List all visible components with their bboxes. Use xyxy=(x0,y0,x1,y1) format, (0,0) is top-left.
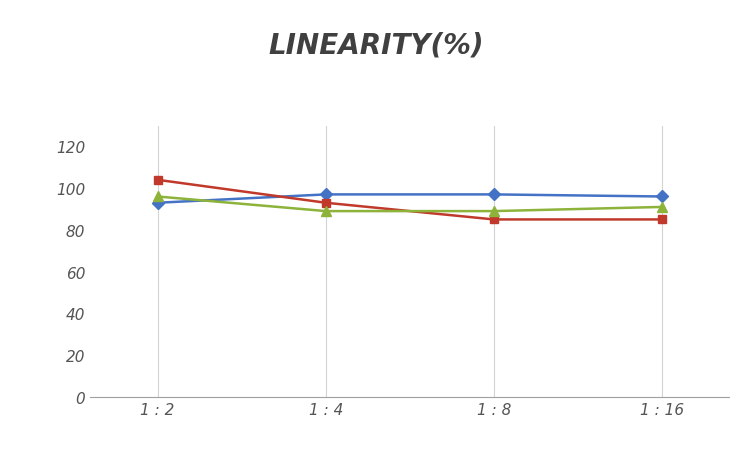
Serum (n=5) xyxy=(153,201,162,206)
Serum (n=5) xyxy=(658,194,667,200)
Cell culture media (n=5) xyxy=(153,194,162,200)
Serum (n=5) xyxy=(490,192,499,198)
Cell culture media (n=5) xyxy=(658,205,667,210)
Line: Serum (n=5): Serum (n=5) xyxy=(153,191,666,207)
EDTA plasma (n=5) xyxy=(153,178,162,183)
EDTA plasma (n=5) xyxy=(321,201,330,206)
EDTA plasma (n=5) xyxy=(490,217,499,223)
Cell culture media (n=5) xyxy=(490,209,499,214)
Line: EDTA plasma (n=5): EDTA plasma (n=5) xyxy=(153,176,666,224)
EDTA plasma (n=5) xyxy=(658,217,667,223)
Cell culture media (n=5) xyxy=(321,209,330,214)
Line: Cell culture media (n=5): Cell culture media (n=5) xyxy=(153,192,667,216)
Text: LINEARITY(%): LINEARITY(%) xyxy=(268,32,484,60)
Serum (n=5) xyxy=(321,192,330,198)
